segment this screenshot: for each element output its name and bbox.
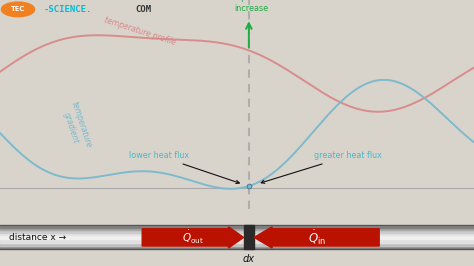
Bar: [0, 230, 474, 232]
Bar: [0, 239, 474, 243]
Text: -SCIENCE.: -SCIENCE.: [44, 5, 92, 14]
Text: lower heat flux: lower heat flux: [129, 151, 239, 184]
Bar: [244, 225, 254, 250]
FancyArrow shape: [254, 227, 379, 248]
Text: temperature profile: temperature profile: [103, 15, 177, 47]
Bar: [0, 246, 474, 247]
Bar: [0, 228, 474, 230]
Circle shape: [1, 2, 35, 17]
Text: COM: COM: [135, 5, 151, 14]
Text: greater heat flux: greater heat flux: [261, 151, 383, 183]
Bar: [0, 243, 474, 246]
FancyArrow shape: [142, 227, 244, 248]
Text: dx: dx: [243, 254, 255, 264]
Text: TEC: TEC: [11, 6, 25, 13]
Text: temperature
increase: temperature increase: [226, 0, 277, 14]
Text: $\dot{Q}_\mathrm{in}$: $\dot{Q}_\mathrm{in}$: [308, 228, 326, 247]
Bar: [0, 235, 474, 239]
Bar: [0, 247, 474, 250]
Bar: [0, 232, 474, 235]
Text: $\dot{Q}_\mathrm{out}$: $\dot{Q}_\mathrm{out}$: [182, 229, 204, 246]
Text: temperature
gradient: temperature gradient: [59, 101, 92, 152]
Bar: [0, 225, 474, 228]
Text: distance x →: distance x →: [9, 233, 67, 242]
